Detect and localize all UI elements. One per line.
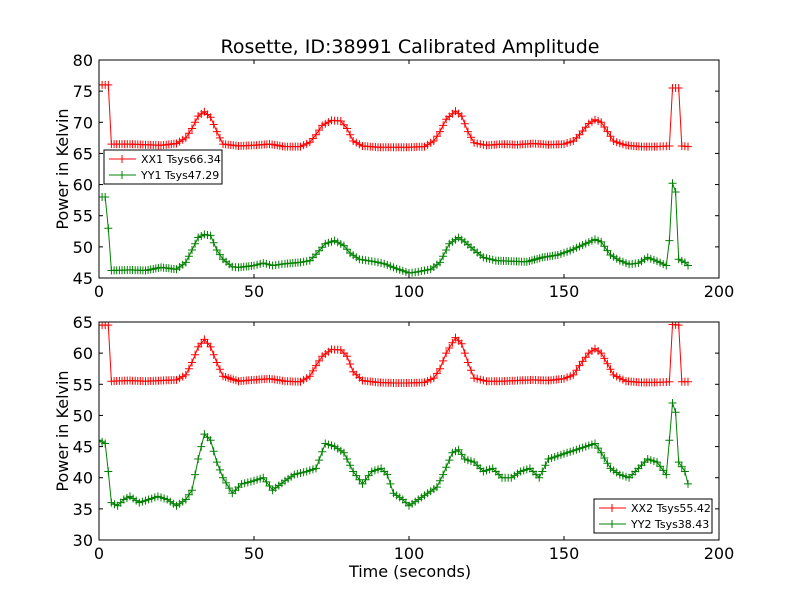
y-axis-label: Power in Kelvin	[53, 108, 72, 229]
legend-marker	[608, 520, 616, 528]
x-tick-label: 0	[94, 282, 104, 301]
x-tick-label: 50	[244, 544, 264, 563]
chart-title: Rosette, ID:38991 Calibrated Amplitude	[221, 36, 600, 58]
plot-area	[99, 322, 692, 510]
y-tick-label: 45	[73, 269, 93, 288]
x-tick-label: 0	[94, 544, 104, 563]
y-tick-label: 35	[73, 500, 93, 519]
legend-marker	[608, 504, 616, 512]
y-tick-label: 40	[73, 469, 93, 488]
series-markers-2-1	[99, 322, 692, 387]
legend-label: XX1 Tsys66.34	[141, 153, 221, 166]
y-tick-label: 50	[73, 238, 93, 257]
y-tick-label: 70	[73, 113, 93, 132]
x-tick-label: 150	[549, 282, 580, 301]
y-tick-label: 75	[73, 82, 93, 101]
series-line-2-2	[99, 402, 689, 507]
series-markers-1-1	[99, 80, 692, 152]
y-tick-label: 65	[73, 313, 93, 332]
series-markers-2-2	[99, 399, 692, 510]
top-panel: 0 50 100 150 200 45 50 55 60 65 70 75 80 Power in Kel…	[53, 51, 734, 301]
y-tick-label: 55	[73, 375, 93, 394]
y-tick-label: 80	[73, 51, 93, 70]
legend: XX2 Tsys55.42 YY2 Tsys38.43	[593, 498, 713, 534]
legend-label: YY2 Tsys38.43	[630, 518, 709, 531]
x-tick-label: 100	[394, 544, 425, 563]
legend-box	[593, 498, 713, 534]
x-tick-label: 150	[549, 544, 580, 563]
x-tick-label: 50	[244, 282, 264, 301]
series-line-1-2	[99, 183, 689, 274]
y-axis-label: Power in Kelvin	[53, 370, 72, 491]
x-tick-label: 200	[704, 544, 735, 563]
y-tick-label: 55	[73, 207, 93, 226]
y-tick-label: 50	[73, 406, 93, 425]
y-tick-label: 45	[73, 438, 93, 457]
y-tick-label: 65	[73, 144, 93, 163]
legend-box	[103, 149, 223, 185]
series-line-2-1	[99, 323, 688, 384]
plot-area	[99, 80, 692, 277]
x-tick-label: 200	[704, 282, 735, 301]
legend: XX1 Tsys66.34 YY1 Tsys47.29	[103, 149, 223, 185]
legend-marker	[118, 155, 126, 163]
x-tick-label: 100	[394, 282, 425, 301]
series-markers-1-2	[99, 179, 692, 277]
legend-label: YY1 Tsys47.29	[140, 169, 219, 182]
y-tick-label: 60	[73, 176, 93, 195]
legend-label: XX2 Tsys55.42	[631, 502, 711, 515]
x-axis-label: Time (seconds)	[348, 562, 471, 581]
bottom-panel: 0 50 100 150 200 30 35 40 45 50 55 60 65 Power in Kel…	[53, 313, 734, 563]
y-tick-label: 60	[73, 344, 93, 363]
y-tick-label: 30	[73, 531, 93, 550]
legend-marker	[118, 171, 126, 179]
